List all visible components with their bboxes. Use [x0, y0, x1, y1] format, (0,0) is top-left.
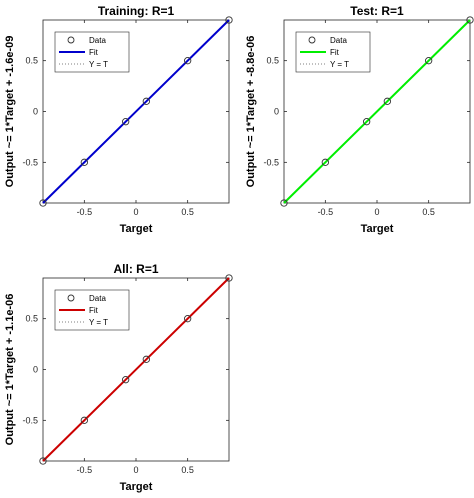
legend: Data Fit Y = T: [54, 31, 130, 73]
chart-panel-1: -0.5 0 0.5 -0.5 0 0.5 Training: R=1 Target Outpu…: [4, 4, 233, 235]
data-point: [184, 57, 192, 65]
y-tick-label: 0.5: [266, 56, 279, 66]
data-point: [184, 315, 192, 323]
data-point: [383, 97, 391, 105]
y-axis-label: Output ~= 1*Target + -1.1e-06: [4, 294, 16, 446]
data-point: [363, 118, 371, 126]
data-point: [39, 457, 47, 465]
x-tick-label: 0: [133, 207, 138, 217]
y-axis-label: Output ~= 1*Target + -1.6e-09: [4, 36, 16, 188]
fit-line: [42, 19, 230, 204]
legend-data-marker: [308, 36, 316, 44]
legend-label-data: Data: [330, 36, 347, 45]
y-tick-label: 0.5: [25, 314, 38, 324]
legend-data-marker: [67, 36, 75, 44]
data-point: [225, 274, 233, 282]
legend-label-data: Data: [89, 294, 106, 303]
legend-label-ideal: Y = T: [89, 60, 108, 69]
x-tick-label: -0.5: [318, 207, 334, 217]
x-tick-label: 0.5: [181, 207, 194, 217]
data-point: [142, 97, 150, 105]
chart-title: Training: R=1: [98, 4, 175, 18]
data-point: [80, 158, 88, 166]
data-point: [122, 118, 130, 126]
x-tick-label: 0.5: [422, 207, 435, 217]
legend-label-data: Data: [89, 36, 106, 45]
data-point: [280, 199, 288, 207]
y-tick-label: -0.5: [263, 157, 279, 167]
x-tick-label: -0.5: [77, 207, 93, 217]
legend-label-ideal: Y = T: [330, 60, 349, 69]
y-axis-label: Output ~= 1*Target + -8.8e-06: [245, 36, 257, 188]
legend-label-ideal: Y = T: [89, 318, 108, 327]
data-point: [122, 376, 130, 384]
fit-line: [283, 19, 471, 204]
x-axis-label: Target: [120, 481, 153, 493]
legend-label-fit: Fit: [89, 48, 99, 57]
y-tick-label: 0: [33, 107, 38, 117]
y-tick-label: 0: [274, 107, 279, 117]
legend: Data Fit Y = T: [54, 289, 130, 331]
x-tick-label: -0.5: [77, 465, 93, 475]
data-point: [321, 158, 329, 166]
legend-label-fit: Fit: [89, 306, 99, 315]
x-axis-label: Target: [120, 223, 153, 235]
y-tick-label: -0.5: [22, 415, 38, 425]
chart-panel-3: -0.5 0 0.5 -0.5 0 0.5 All: R=1 Target Output ~= …: [4, 262, 233, 493]
legend-data-marker: [67, 294, 75, 302]
x-tick-label: 0: [133, 465, 138, 475]
data-point: [466, 16, 474, 24]
data-point: [225, 16, 233, 24]
chart-title: Test: R=1: [350, 4, 404, 18]
x-axis-label: Target: [361, 223, 394, 235]
y-tick-label: -0.5: [22, 157, 38, 167]
data-point: [425, 57, 433, 65]
data-point: [39, 199, 47, 207]
fit-line: [42, 277, 230, 462]
chart-title: All: R=1: [113, 262, 158, 276]
legend: Data Fit Y = T: [295, 31, 371, 73]
x-tick-label: 0: [374, 207, 379, 217]
y-tick-label: 0.5: [25, 56, 38, 66]
chart-panel-2: -0.5 0 0.5 -0.5 0 0.5 Test: R=1 Target Output ~=…: [245, 4, 474, 235]
x-tick-label: 0.5: [181, 465, 194, 475]
legend-label-fit: Fit: [330, 48, 340, 57]
y-tick-label: 0: [33, 365, 38, 375]
data-point: [142, 355, 150, 363]
data-point: [80, 416, 88, 424]
